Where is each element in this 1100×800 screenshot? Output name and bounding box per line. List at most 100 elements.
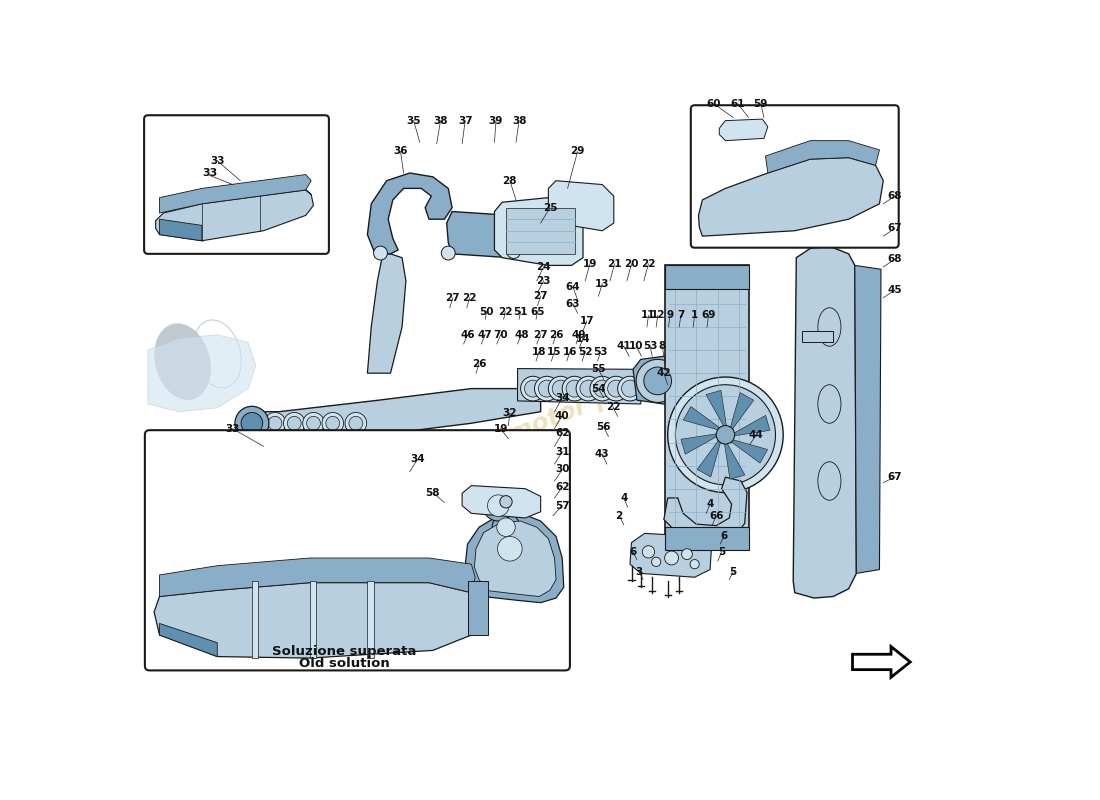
Circle shape <box>668 377 783 493</box>
Text: 62: 62 <box>556 428 570 438</box>
Circle shape <box>326 416 340 430</box>
Polygon shape <box>548 181 614 230</box>
Text: 24: 24 <box>537 262 551 272</box>
Text: 5: 5 <box>729 567 737 577</box>
Text: 70: 70 <box>493 330 508 340</box>
Bar <box>666 527 748 550</box>
Circle shape <box>594 380 610 397</box>
FancyBboxPatch shape <box>691 106 899 248</box>
Text: 11: 11 <box>641 310 656 321</box>
Polygon shape <box>698 158 883 236</box>
Text: 9: 9 <box>667 310 673 321</box>
Text: 25: 25 <box>542 202 557 213</box>
FancyBboxPatch shape <box>145 430 570 670</box>
Text: 33: 33 <box>210 156 224 166</box>
Polygon shape <box>160 623 218 657</box>
Circle shape <box>525 380 541 397</box>
Text: 33: 33 <box>226 424 240 434</box>
Text: 29: 29 <box>571 146 585 157</box>
Text: 50: 50 <box>480 306 494 317</box>
Polygon shape <box>156 190 314 241</box>
Text: 30: 30 <box>556 465 570 474</box>
Text: 68: 68 <box>888 254 902 264</box>
Bar <box>252 581 258 658</box>
Polygon shape <box>465 514 563 602</box>
Text: 27: 27 <box>534 291 548 301</box>
Text: 1: 1 <box>691 310 698 321</box>
Text: 8: 8 <box>659 342 666 351</box>
Bar <box>506 208 575 254</box>
Text: 6: 6 <box>629 547 637 557</box>
Text: 32: 32 <box>503 408 517 418</box>
Text: 43: 43 <box>595 449 609 459</box>
Text: ferrari motor parts.com: ferrari motor parts.com <box>412 338 730 486</box>
Circle shape <box>507 245 520 258</box>
Text: 31: 31 <box>556 446 570 457</box>
Circle shape <box>675 385 776 485</box>
Text: 51: 51 <box>514 306 528 317</box>
Text: 64: 64 <box>565 282 581 292</box>
Text: 4: 4 <box>620 493 627 503</box>
Text: 61: 61 <box>730 98 745 109</box>
Circle shape <box>535 376 559 401</box>
Polygon shape <box>160 558 475 597</box>
Text: 67: 67 <box>888 472 902 482</box>
Polygon shape <box>683 406 720 430</box>
Text: 45: 45 <box>888 285 902 295</box>
Circle shape <box>590 376 615 401</box>
Text: 4: 4 <box>706 499 714 509</box>
Text: 12: 12 <box>650 310 664 321</box>
Polygon shape <box>855 266 881 574</box>
Text: 46: 46 <box>460 330 475 340</box>
Polygon shape <box>733 415 770 436</box>
Circle shape <box>644 367 671 394</box>
Text: Old solution: Old solution <box>299 657 389 670</box>
Circle shape <box>682 549 692 559</box>
Polygon shape <box>367 254 406 373</box>
Circle shape <box>499 496 513 508</box>
Text: 2: 2 <box>616 510 623 521</box>
Text: 5: 5 <box>718 547 725 557</box>
Text: 52: 52 <box>579 346 593 357</box>
Circle shape <box>235 406 268 440</box>
Circle shape <box>576 376 601 401</box>
Circle shape <box>636 359 680 402</box>
Text: 27: 27 <box>446 293 460 302</box>
Polygon shape <box>367 173 452 254</box>
Text: 67: 67 <box>888 223 902 234</box>
Text: 38: 38 <box>433 116 448 126</box>
Text: 59: 59 <box>754 98 768 109</box>
Circle shape <box>349 416 363 430</box>
Text: 23: 23 <box>537 276 551 286</box>
Text: 60: 60 <box>706 98 722 109</box>
Bar <box>310 581 316 658</box>
FancyBboxPatch shape <box>144 115 329 254</box>
Text: 49: 49 <box>572 330 586 340</box>
Circle shape <box>284 413 305 434</box>
Polygon shape <box>517 369 645 404</box>
Polygon shape <box>154 582 475 658</box>
Text: 63: 63 <box>565 299 580 309</box>
Circle shape <box>322 413 343 434</box>
Circle shape <box>241 413 263 434</box>
Circle shape <box>690 559 700 569</box>
Polygon shape <box>730 439 768 463</box>
Polygon shape <box>719 119 768 141</box>
Polygon shape <box>681 434 718 454</box>
Text: 47: 47 <box>477 330 493 340</box>
Circle shape <box>487 495 509 517</box>
Text: 36: 36 <box>394 146 408 157</box>
Text: Soluzione superata: Soluzione superata <box>272 646 417 658</box>
Text: 44: 44 <box>749 430 763 440</box>
Polygon shape <box>697 439 720 477</box>
Text: 34: 34 <box>410 454 425 465</box>
Circle shape <box>483 490 514 521</box>
Circle shape <box>566 380 583 397</box>
Text: 7: 7 <box>678 310 684 321</box>
Text: 17: 17 <box>580 316 594 326</box>
Polygon shape <box>664 477 747 544</box>
Text: 66: 66 <box>710 510 724 521</box>
Polygon shape <box>249 389 541 442</box>
Bar <box>367 581 374 658</box>
Ellipse shape <box>155 324 210 399</box>
